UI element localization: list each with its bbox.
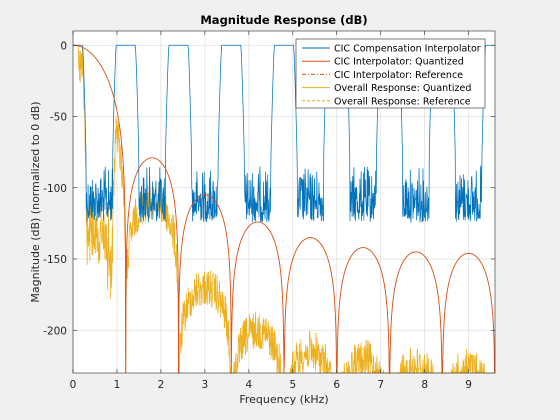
x-tick-label: 0 (70, 379, 77, 391)
x-tick-label: 6 (333, 379, 340, 391)
cic-compensation-interpolator-line (73, 44, 495, 223)
legend-label: Overall Response: Quantized (334, 83, 471, 94)
x-tick-label: 4 (245, 379, 252, 391)
x-tick-label: 8 (421, 379, 428, 391)
legend-label: CIC Compensation Interpolator (334, 44, 481, 55)
y-tick-label: 0 (60, 40, 67, 52)
y-tick-labels: 0 -50 -100 -150 -200 (43, 40, 67, 337)
legend-label: Overall Response: Reference (334, 96, 471, 107)
x-tick-label: 9 (465, 379, 472, 391)
x-axis-label: Frequency (kHz) (239, 393, 328, 406)
y-tick-label: -200 (43, 325, 67, 337)
y-axis-label: Magnitude (dB) (normalized to 0 dB) (29, 101, 42, 302)
chart-title: Magnitude Response (dB) (200, 13, 367, 27)
legend-box (295, 38, 486, 109)
x-tick-label: 7 (377, 379, 384, 391)
x-tick-label: 5 (289, 379, 296, 391)
legend: CIC Compensation Interpolator CIC Interpo… (295, 38, 486, 109)
x-tick-label: 1 (114, 379, 121, 391)
x-tick-label: 2 (158, 379, 165, 391)
x-tick-label: 3 (202, 379, 209, 391)
x-tick-labels: 0 1 2 3 4 5 6 7 8 9 (70, 379, 472, 391)
legend-label: CIC Interpolator: Quantized (334, 57, 464, 68)
y-tick-label: -150 (43, 254, 67, 266)
ticks (72, 31, 495, 373)
y-tick-label: -100 (43, 183, 67, 195)
plot-frame (72, 30, 496, 374)
y-tick-label: -50 (50, 112, 67, 124)
legend-label: CIC Interpolator: Reference (334, 70, 463, 81)
